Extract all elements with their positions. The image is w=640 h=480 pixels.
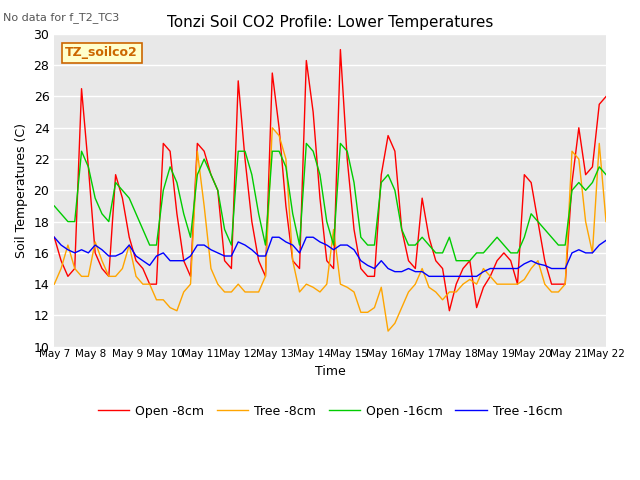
Open -8cm [493, 258, 501, 264]
Open -8cm [207, 172, 215, 178]
Tree -8cm [268, 125, 276, 131]
Tree -16cm [51, 234, 58, 240]
Tree -8cm [51, 281, 58, 287]
Line: Tree -8cm: Tree -8cm [54, 128, 606, 331]
Open -8cm [309, 109, 317, 115]
Open -16cm [507, 250, 515, 256]
Tree -16cm [180, 258, 188, 264]
Y-axis label: Soil Temperatures (C): Soil Temperatures (C) [15, 123, 28, 258]
Tree -16cm [500, 265, 508, 271]
Open -8cm [445, 308, 453, 313]
Open -16cm [180, 211, 188, 216]
Legend: Open -8cm, Tree -8cm, Open -16cm, Tree -16cm: Open -8cm, Tree -8cm, Open -16cm, Tree -… [93, 400, 568, 423]
Tree -16cm [425, 274, 433, 279]
Open -16cm [207, 172, 215, 178]
Tree -8cm [384, 328, 392, 334]
Tree -16cm [309, 234, 317, 240]
Open -16cm [200, 156, 208, 162]
Tree -8cm [507, 281, 515, 287]
Open -16cm [493, 234, 501, 240]
Open -16cm [602, 172, 610, 178]
Tree -16cm [207, 247, 215, 252]
Open -16cm [303, 141, 310, 146]
Tree -8cm [493, 281, 501, 287]
Line: Open -16cm: Open -16cm [54, 144, 606, 261]
Title: Tonzi Soil CO2 Profile: Lower Temperatures: Tonzi Soil CO2 Profile: Lower Temperatur… [167, 15, 493, 30]
Line: Open -8cm: Open -8cm [54, 49, 606, 311]
Open -8cm [51, 234, 58, 240]
Text: TZ_soilco2: TZ_soilco2 [65, 47, 138, 60]
Tree -16cm [200, 242, 208, 248]
X-axis label: Time: Time [315, 365, 346, 378]
Tree -8cm [207, 265, 215, 271]
Open -16cm [452, 258, 460, 264]
Tree -16cm [486, 265, 494, 271]
Open -8cm [200, 148, 208, 154]
Text: No data for f_T2_TC3: No data for f_T2_TC3 [3, 12, 120, 23]
Tree -8cm [180, 289, 188, 295]
Line: Tree -16cm: Tree -16cm [54, 237, 606, 276]
Tree -16cm [602, 238, 610, 243]
Open -16cm [316, 172, 324, 178]
Open -16cm [51, 203, 58, 209]
Tree -8cm [200, 203, 208, 209]
Open -8cm [337, 47, 344, 52]
Tree -8cm [602, 219, 610, 225]
Open -8cm [507, 258, 515, 264]
Open -8cm [180, 258, 188, 264]
Open -8cm [602, 94, 610, 99]
Tree -8cm [316, 289, 324, 295]
